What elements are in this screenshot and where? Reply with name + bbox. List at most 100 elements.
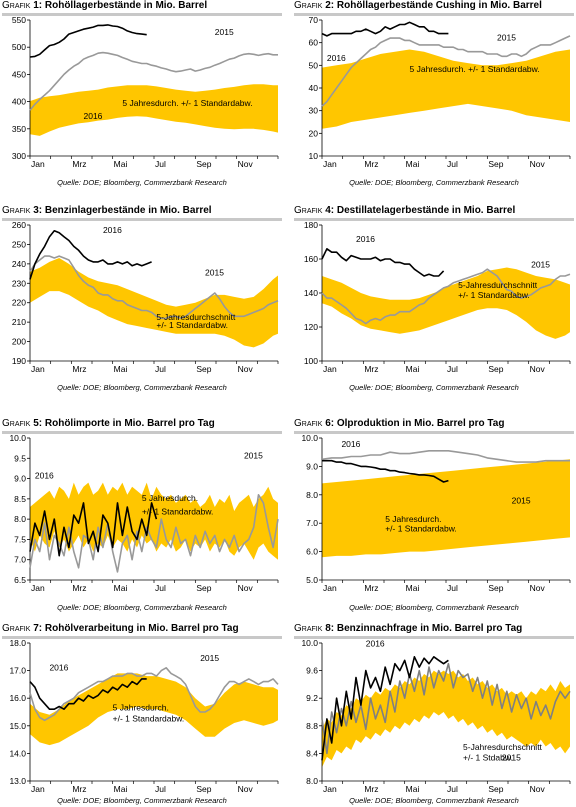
annotation-label: 2016 [327, 53, 346, 63]
y-tick-label: 220 [12, 298, 26, 308]
series-line-2016 [29, 230, 152, 280]
chart-title-text: Rohöllagerbestände Cushing in Mio. Barre… [336, 0, 542, 11]
x-tick-label: Nov [238, 159, 254, 169]
y-tick-label: 240 [12, 259, 26, 269]
y-tick-label: 10.0 [301, 639, 318, 648]
y-tick-label: 17.0 [9, 666, 26, 676]
x-tick-label: Nov [238, 784, 254, 794]
chart-number: 8: [325, 623, 335, 634]
y-tick-label: 8.0 [306, 776, 318, 786]
x-tick-label: Jan [31, 583, 45, 593]
chart-area-cushing: 10 20 30 40 50 60 70 Jan Mrz Mai Jul Sep Nov 2016 2015… [309, 16, 571, 169]
y-tick-label: 16.0 [9, 693, 26, 703]
chart-title: Grafik 7: Rohölverarbeitung in Mio. Barr… [2, 623, 282, 637]
title-rule [2, 13, 282, 16]
series-line-2016 [321, 248, 445, 277]
annotation-label: 5 Jahresdurch. +/- 1 Standardabw. [410, 64, 540, 74]
annotation-label: 2016 [103, 225, 122, 235]
annotation-label: 2015 [215, 27, 234, 37]
y-tick-label: 10 [309, 151, 319, 161]
series-line-2016 [321, 656, 449, 761]
y-tick-label: 450 [12, 69, 26, 79]
series-line-2016 [29, 502, 158, 557]
band-area [322, 49, 570, 129]
chart-panel-8: Grafik 8: Benzinnachfrage in Mio. Barrel… [294, 623, 574, 807]
y-tick-label: 250 [12, 239, 26, 249]
title-rule [2, 636, 282, 639]
band-area [322, 670, 570, 768]
x-tick-label: Sep [196, 159, 211, 169]
annotation-label: +/- 1 Standardabw. [458, 290, 530, 300]
x-tick-label: Jan [323, 784, 337, 794]
y-tick-label: 160 [304, 254, 318, 264]
x-tick-label: Mrz [72, 784, 86, 794]
x-tick-label: Jan [323, 159, 337, 169]
title-prefix: Grafik [294, 205, 323, 216]
source-note: Quelle: DOE; Bloomberg, Commerzbank Rese… [349, 178, 519, 187]
y-tick-label: 8.4 [306, 748, 318, 758]
chart-number: 7: [33, 623, 43, 634]
x-tick-label: Jul [155, 159, 166, 169]
chart-title: Grafik 8: Benzinnachfrage in Mio. Barrel… [294, 623, 574, 637]
x-tick-label: Jul [155, 784, 166, 794]
title-rule [2, 218, 282, 221]
title-rule [294, 431, 574, 434]
chart-title: Grafik 3: Benzinlagerbestände in Mio. Ba… [2, 205, 282, 219]
y-tick-label: 6.5 [14, 575, 26, 585]
title-rule [294, 13, 574, 16]
x-tick-label: Sep [196, 784, 211, 794]
x-tick-label: Nov [530, 784, 546, 794]
y-tick-label: 9.6 [306, 666, 318, 676]
x-tick-label: Sep [196, 583, 211, 593]
y-tick-label: 8.0 [306, 490, 318, 500]
title-prefix: Grafik [2, 0, 31, 11]
y-tick-label: 550 [12, 16, 26, 25]
chart-title-text: Destillatelagerbestände in Mio. Barrel [336, 205, 516, 216]
series-line-2015 [29, 667, 279, 722]
x-tick-label: Mrz [364, 159, 378, 169]
chart-area-benzinnachfrage: 8.0 8.4 8.8 9.2 9.6 10.0 Jan Mrz Mai Jul Sep Nov 201… [301, 639, 571, 794]
annotation-label: 2015 [531, 260, 550, 270]
series-line-2016 [322, 459, 449, 483]
chart-panel-4: Grafik 4: Destillatelagerbestände in Mio… [294, 205, 574, 397]
x-tick-label: Jan [31, 364, 45, 374]
chart-title-text: Rohölverarbeitung in Mio. Barrel pro Tag [44, 623, 239, 634]
chart-area-rohoelverarbeitung: 13.0 14.0 15.0 16.0 17.0 18.0 Jan Mrz Mai Jul Sep N… [9, 639, 279, 794]
series-line-2016 [321, 21, 449, 37]
y-tick-label: 40 [309, 83, 319, 93]
title-rule [2, 431, 282, 434]
annotation-label: +/- 1 Standardabw. [142, 506, 214, 516]
band-area [322, 267, 570, 339]
title-rule [294, 636, 574, 639]
chart-area-rohoellager: 300 350 400 450 500 550 Jan Mrz Mai Jul Sep Nov 2016… [12, 16, 279, 169]
band-area [30, 673, 278, 746]
source-note: Quelle: DOE; Bloomberg, Commerzbank Rese… [57, 603, 227, 612]
annotation-label: 5-Jahresdurchschnitt [463, 742, 543, 752]
y-tick-label: 300 [12, 151, 26, 161]
x-tick-label: Sep [196, 364, 211, 374]
y-tick-label: 6.0 [306, 547, 318, 557]
chart-panel-6: Grafik 6: Ölproduktion in Mio. Barrel pr… [294, 418, 574, 612]
x-tick-label: Jan [31, 784, 45, 794]
series-line-2015 [29, 494, 279, 573]
chart-panel-7: Grafik 7: Rohölverarbeitung in Mio. Barr… [2, 623, 282, 807]
x-tick-label: Jul [447, 159, 458, 169]
x-tick-label: Jul [155, 364, 166, 374]
y-tick-label: 15.0 [9, 721, 26, 731]
x-tick-label: Nov [530, 364, 546, 374]
y-tick-label: 10.0 [9, 434, 26, 443]
x-tick-label: Mai [114, 784, 128, 794]
x-tick-label: Mai [406, 784, 420, 794]
annotation-label: +/- 1 Standardabw. [385, 524, 457, 534]
x-tick-label: Jan [31, 159, 45, 169]
y-tick-label: 350 [12, 124, 26, 134]
annotation-label: 5-Jahresdurchschnitt [458, 280, 538, 290]
x-tick-label: Nov [530, 583, 546, 593]
source-note: Quelle: DOE; Bloomberg, Commerzbank Rese… [349, 383, 519, 392]
y-tick-label: 500 [12, 42, 26, 52]
annotation-label: 2015 [512, 495, 531, 505]
series-line-2015 [321, 450, 570, 463]
series-line-2016 [29, 24, 147, 58]
x-tick-label: Jan [323, 583, 337, 593]
annotation-label: +/- 1 Standardabw. [113, 714, 185, 724]
